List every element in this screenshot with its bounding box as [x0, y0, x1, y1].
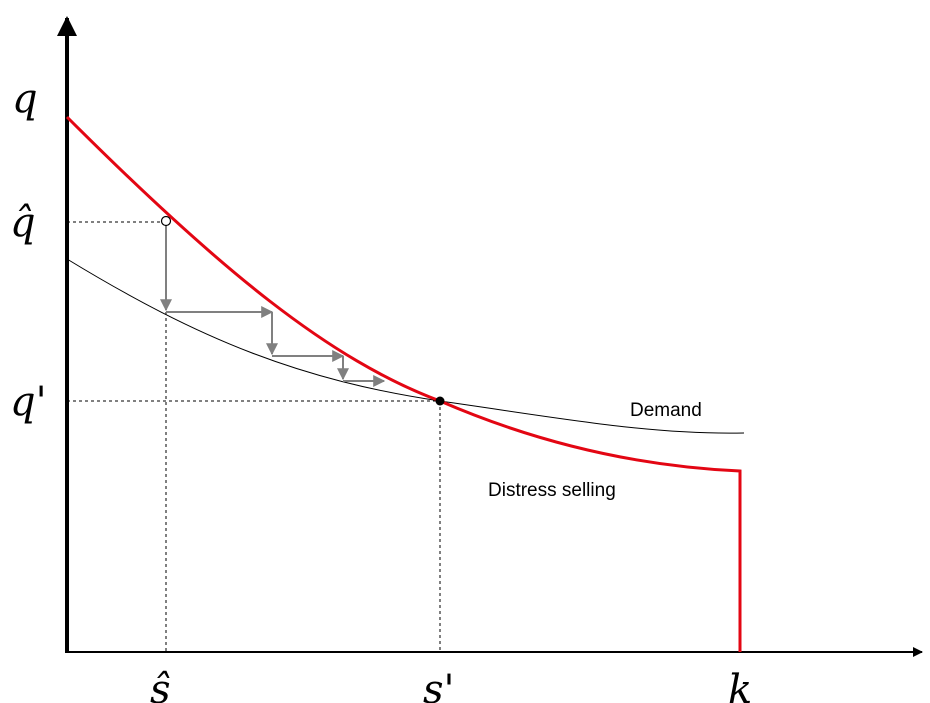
guide-lines — [67, 221, 441, 652]
demand-label: Demand — [630, 400, 702, 421]
equilibrium-point — [435, 396, 445, 406]
demand-curve — [66, 258, 745, 434]
k-label: k — [728, 667, 752, 703]
q-axis-label: q — [12, 76, 38, 122]
s-prime-label: s' — [423, 667, 455, 703]
q-hat-label: q̂ — [10, 200, 36, 246]
distress-selling-curve — [65, 115, 742, 652]
open-point-initial — [160, 215, 172, 227]
adjustment-arrows — [160, 225, 386, 387]
s-hat-label: ŝ — [150, 667, 171, 703]
q-prime-label: q' — [10, 379, 47, 425]
distress-selling-label: Distress selling — [488, 480, 616, 501]
